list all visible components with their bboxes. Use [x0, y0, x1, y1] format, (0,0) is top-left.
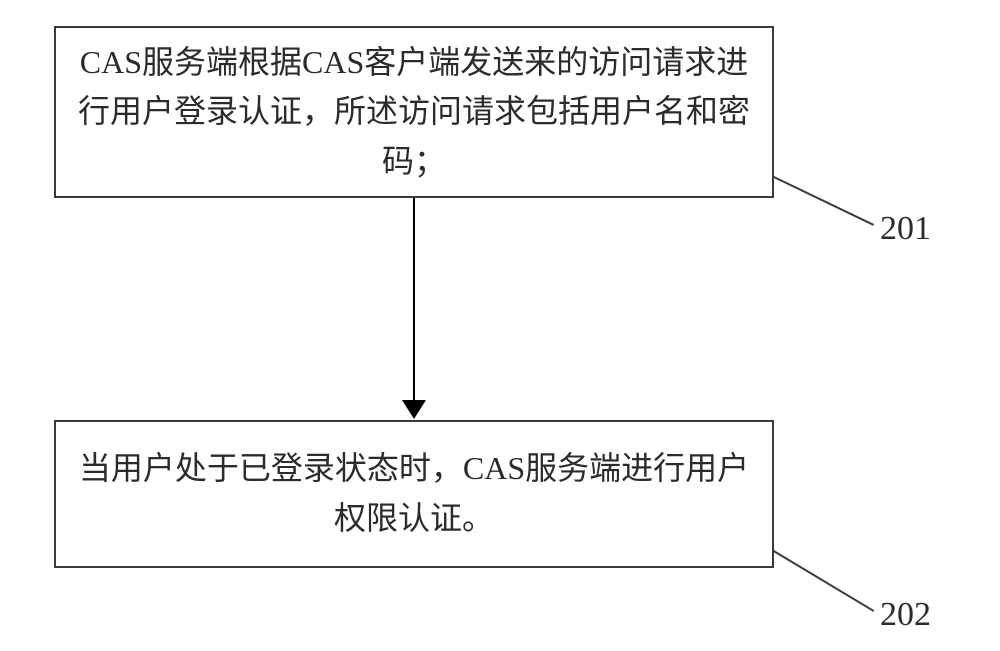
flow-node-step1: CAS服务端根据CAS客户端发送来的访问请求进行用户登录认证，所述访问请求包括用…: [54, 26, 774, 198]
flow-node-step2: 当用户处于已登录状态时，CAS服务端进行用户权限认证。: [54, 420, 774, 568]
label-connector-201: [773, 176, 874, 226]
step-label-202: 202: [880, 596, 931, 634]
flow-edge-1-arrow: [402, 400, 426, 419]
flowchart-canvas: CAS服务端根据CAS客户端发送来的访问请求进行用户登录认证，所述访问请求包括用…: [0, 0, 1000, 651]
flow-edge-1-line: [413, 198, 415, 400]
label-connector-202: [773, 550, 874, 612]
step-label-201: 201: [880, 210, 931, 248]
